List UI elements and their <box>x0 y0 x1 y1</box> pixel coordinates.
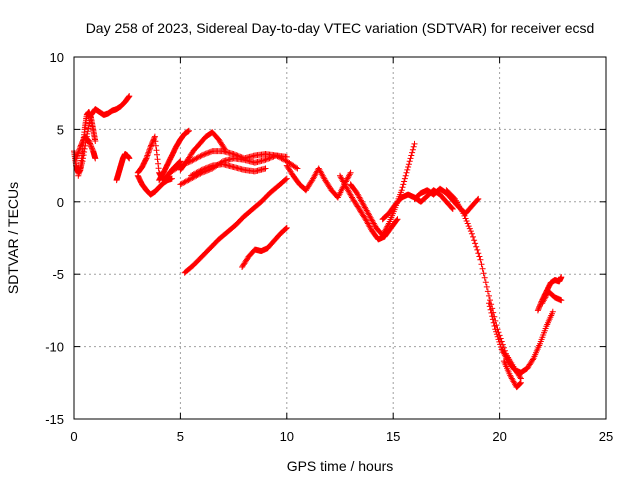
y-tick-label: 10 <box>50 50 64 65</box>
series-arc11 <box>188 161 269 179</box>
x-tick-label: 25 <box>599 429 613 444</box>
data-point-markers <box>239 224 290 270</box>
x-axis-label: GPS time / hours <box>287 458 394 474</box>
y-axis-label: SDTVAR / TECUs <box>5 182 21 294</box>
series-arc15 <box>337 172 401 243</box>
series-arc16 <box>347 140 418 239</box>
x-tick-label: 0 <box>70 429 77 444</box>
series-arc19 <box>443 187 524 382</box>
data-point-markers <box>539 288 565 307</box>
data-point-markers <box>73 133 99 162</box>
data-point-markers <box>181 175 290 276</box>
series-arc4 <box>113 151 133 184</box>
data-point-markers <box>156 127 192 184</box>
data-point-markers <box>188 161 269 179</box>
y-tick-label: -5 <box>52 267 64 282</box>
series-arc20 <box>486 300 556 376</box>
x-tick-label: 15 <box>386 429 400 444</box>
data-point-markers <box>486 300 556 376</box>
data-points <box>71 93 565 391</box>
series-arc3 <box>73 133 99 162</box>
data-point-markers <box>75 93 133 179</box>
y-tick-label: 5 <box>57 122 64 137</box>
series-arc23 <box>539 288 565 307</box>
series-arc12 <box>181 175 290 276</box>
y-tick-label: -15 <box>45 412 64 427</box>
data-point-markers <box>113 151 133 184</box>
series-arc2 <box>75 93 133 179</box>
series-arc13 <box>239 224 290 270</box>
series-arc7 <box>156 127 192 184</box>
data-point-markers <box>337 172 401 243</box>
y-tick-label: -10 <box>45 340 64 355</box>
plot-frame <box>73 56 607 420</box>
data-point-markers <box>347 140 418 239</box>
series-arc9 <box>177 129 229 173</box>
x-tick-label: 10 <box>280 429 294 444</box>
chart-title: Day 258 of 2023, Sidereal Day-to-day VTE… <box>86 20 595 36</box>
x-tick-label: 5 <box>177 429 184 444</box>
axis-ticks: 0 5 10 15 20 25 -15 -10 -5 0 5 10 <box>45 50 613 444</box>
x-tick-label: 20 <box>492 429 506 444</box>
data-point-markers <box>177 129 229 173</box>
y-tick-label: 0 <box>57 195 64 210</box>
grid <box>74 57 606 419</box>
series-arc21 <box>500 358 524 391</box>
data-point-markers <box>443 187 524 382</box>
data-point-markers <box>500 358 524 391</box>
